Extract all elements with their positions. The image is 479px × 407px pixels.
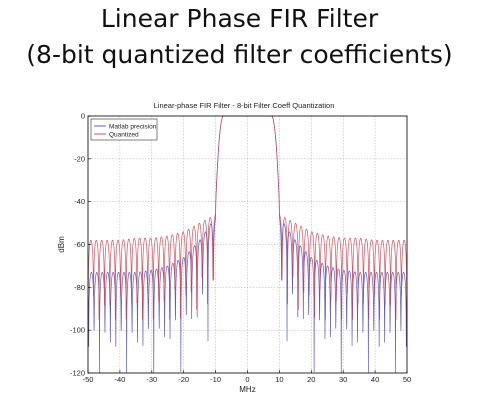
y-tick-label: -20 [74, 154, 85, 163]
x-tick-label: -10 [210, 375, 221, 384]
y-tick-label: -40 [74, 197, 85, 206]
x-tick-label: 10 [275, 375, 283, 384]
x-tick-label: 50 [403, 375, 411, 384]
y-axis: 0 -20 -40 -60 -80 -100 -120 [70, 112, 91, 378]
x-tick-label: -40 [114, 375, 125, 384]
x-tick-label: 20 [307, 375, 315, 384]
legend-box [90, 118, 158, 141]
traces [88, 116, 407, 373]
x-axis: -50 -40 -30 -20 -10 0 10 20 30 40 50 [83, 370, 411, 384]
legend-entry: Quantized [109, 131, 139, 138]
series-line-quantized [88, 116, 407, 320]
legend-entry: Matlab precision [109, 123, 157, 130]
x-axis-label: MHz [239, 385, 255, 394]
chart-title: Linear-phase FIR Filter - 8-bit Filter C… [154, 101, 335, 110]
y-tick-label: -100 [70, 326, 85, 335]
y-tick-label: -60 [74, 240, 85, 249]
x-tick-label: -30 [146, 375, 157, 384]
x-tick-label: 40 [371, 375, 379, 384]
slide-title-line-1: Linear Phase FIR Filter [100, 4, 379, 33]
y-tick-label: -80 [74, 283, 85, 292]
series-line-matlab-precision [88, 116, 407, 373]
slide-title-line-2: (8-bit quantized filter coefficients) [26, 40, 453, 69]
x-tick-label: -20 [178, 375, 189, 384]
y-tick-label: 0 [81, 112, 85, 121]
x-tick-label: -50 [83, 375, 94, 384]
y-tick-label: -120 [70, 369, 85, 378]
x-tick-label: 30 [339, 375, 347, 384]
x-tick-label: 0 [245, 375, 249, 384]
y-axis-label: dBm [57, 236, 66, 253]
